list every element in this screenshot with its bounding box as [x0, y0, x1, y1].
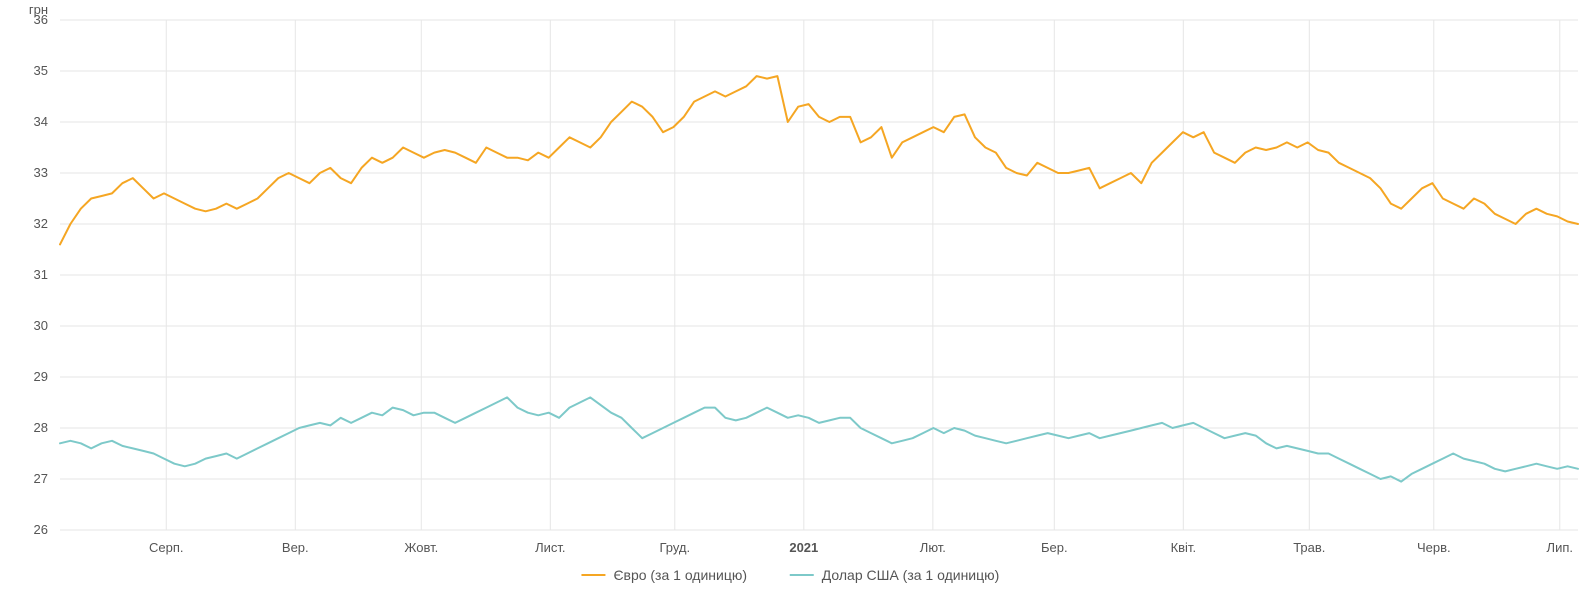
- x-tick-label: Трав.: [1293, 540, 1325, 555]
- x-tick-label: Лист.: [535, 540, 565, 555]
- x-tick-label: Квіт.: [1171, 540, 1197, 555]
- y-axis-title: грн: [29, 2, 48, 17]
- x-tick-label: Лют.: [920, 540, 946, 555]
- y-tick-label: 26: [34, 522, 48, 537]
- y-tick-label: 30: [34, 318, 48, 333]
- x-tick-label: 2021: [789, 540, 818, 555]
- chart-svg: 2627282930313233343536Серп.Вер.Жовт.Лист…: [0, 0, 1588, 605]
- legend-label-0: Євро (за 1 одиницю): [613, 567, 747, 583]
- x-tick-label: Серп.: [149, 540, 184, 555]
- y-tick-label: 34: [34, 114, 48, 129]
- x-tick-label: Черв.: [1417, 540, 1451, 555]
- x-tick-label: Груд.: [659, 540, 690, 555]
- x-tick-label: Бер.: [1041, 540, 1068, 555]
- exchange-rate-chart: 2627282930313233343536Серп.Вер.Жовт.Лист…: [0, 0, 1588, 605]
- y-tick-label: 31: [34, 267, 48, 282]
- x-tick-label: Лип.: [1547, 540, 1573, 555]
- y-tick-label: 27: [34, 471, 48, 486]
- y-tick-label: 35: [34, 63, 48, 78]
- y-tick-label: 28: [34, 420, 48, 435]
- x-tick-label: Вер.: [282, 540, 309, 555]
- legend-label-1: Долар США (за 1 одиницю): [822, 567, 1000, 583]
- y-tick-label: 33: [34, 165, 48, 180]
- y-tick-label: 29: [34, 369, 48, 384]
- x-tick-label: Жовт.: [404, 540, 438, 555]
- y-tick-label: 32: [34, 216, 48, 231]
